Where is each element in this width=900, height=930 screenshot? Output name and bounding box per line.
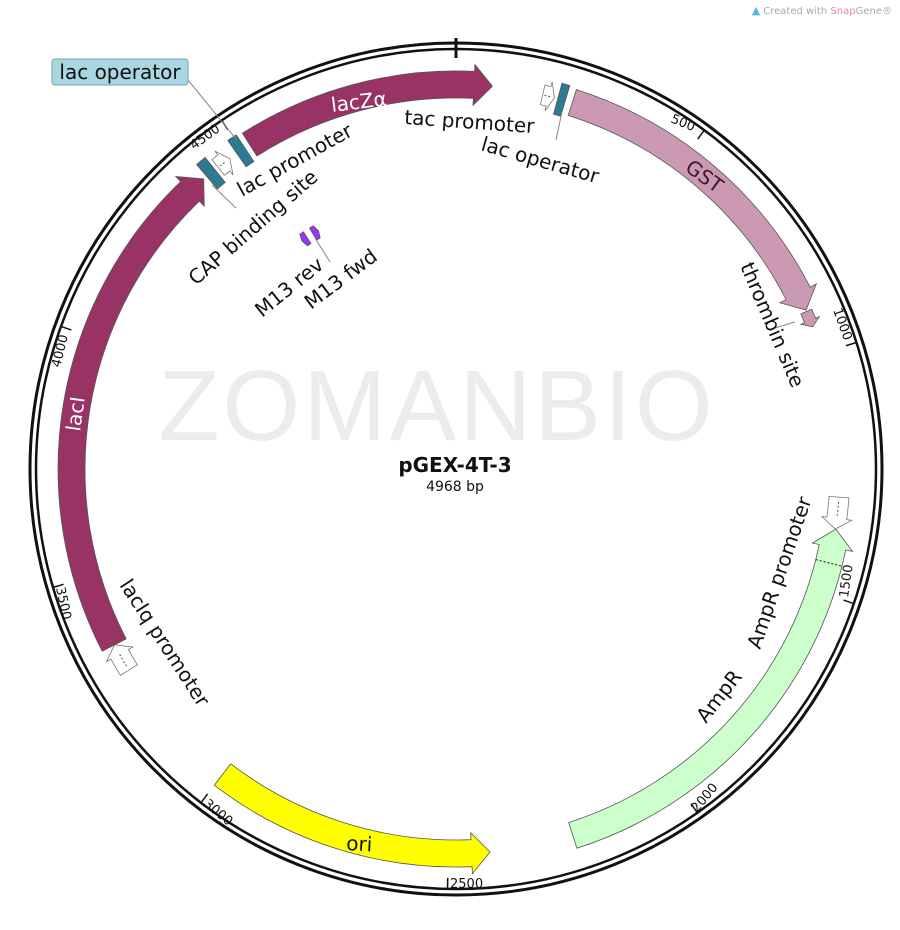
promoter-dotted-line — [836, 501, 840, 518]
leader-line — [774, 321, 796, 329]
label-lac-operator-2[interactable]: lac operator — [479, 132, 603, 189]
tick-label-4000: 4000 — [49, 333, 72, 369]
feature-AmpR[interactable] — [568, 528, 854, 849]
tick-1500 — [843, 599, 854, 605]
feature-thrombin-site[interactable] — [799, 308, 821, 328]
feature-ori[interactable] — [213, 763, 491, 875]
tick-marks — [53, 120, 856, 888]
promoter-dotted-line — [544, 94, 551, 98]
feature-AmpR-promoter[interactable] — [820, 495, 854, 530]
label-lac-operator-1[interactable]: lac operator — [59, 60, 181, 84]
credit-text: Created with — [763, 6, 831, 17]
tick-1000 — [845, 342, 856, 347]
lac-operator-callout[interactable] — [51, 58, 189, 86]
tick-500 — [697, 130, 705, 140]
tick-2000 — [690, 803, 698, 813]
label-ori[interactable]: ori — [346, 831, 373, 856]
feature-lac-operator-2[interactable] — [553, 82, 571, 117]
credit-brand-b: Gene® — [855, 6, 892, 17]
promoter-dotted-line — [118, 653, 128, 667]
snapgene-logo-icon: ▲ — [751, 4, 761, 17]
watermark: ZOMANBIO — [158, 350, 715, 462]
tick-label-1500: 1500 — [837, 564, 856, 599]
feature-tac-promoter[interactable] — [539, 81, 555, 112]
snapgene-credit: ▲ Created with SnapGene® — [752, 4, 892, 17]
feature-GST[interactable] — [567, 89, 818, 311]
features — [57, 63, 854, 875]
feature-lac-promoter[interactable] — [211, 150, 234, 176]
tick-4000 — [61, 325, 72, 331]
feature-M13-rev[interactable] — [299, 231, 312, 247]
leader-line — [211, 184, 237, 209]
promoter-dotted-line — [219, 161, 226, 167]
label-lacIq-promoter[interactable]: lacIq promoter — [115, 575, 215, 712]
plasmid-name: pGEX-4T-3 — [398, 453, 511, 477]
feature-lacIq-promoter[interactable] — [105, 644, 138, 676]
leader-line — [555, 111, 563, 141]
tick-3000 — [200, 793, 209, 803]
label-tac-promoter[interactable]: tac promoter — [404, 105, 536, 138]
leader-line — [187, 79, 238, 141]
tick-label-2500: 2500 — [450, 877, 483, 892]
feature-lacZa[interactable] — [241, 63, 493, 157]
label-lacI[interactable]: lacI — [61, 395, 90, 433]
feature-CAP-binding-site[interactable] — [196, 156, 226, 190]
feature-M13-fwd[interactable] — [308, 225, 321, 241]
credit-brand-a: Snap — [830, 6, 856, 17]
feature-lacI[interactable] — [57, 176, 205, 652]
plasmid-length: 4968 bp — [426, 479, 484, 495]
leader-line — [314, 237, 331, 263]
tick-label-3500: 3500 — [52, 586, 74, 621]
feature-lac-operator-1[interactable] — [227, 134, 255, 168]
feature-divider — [815, 558, 843, 567]
tick-3500 — [53, 583, 64, 588]
